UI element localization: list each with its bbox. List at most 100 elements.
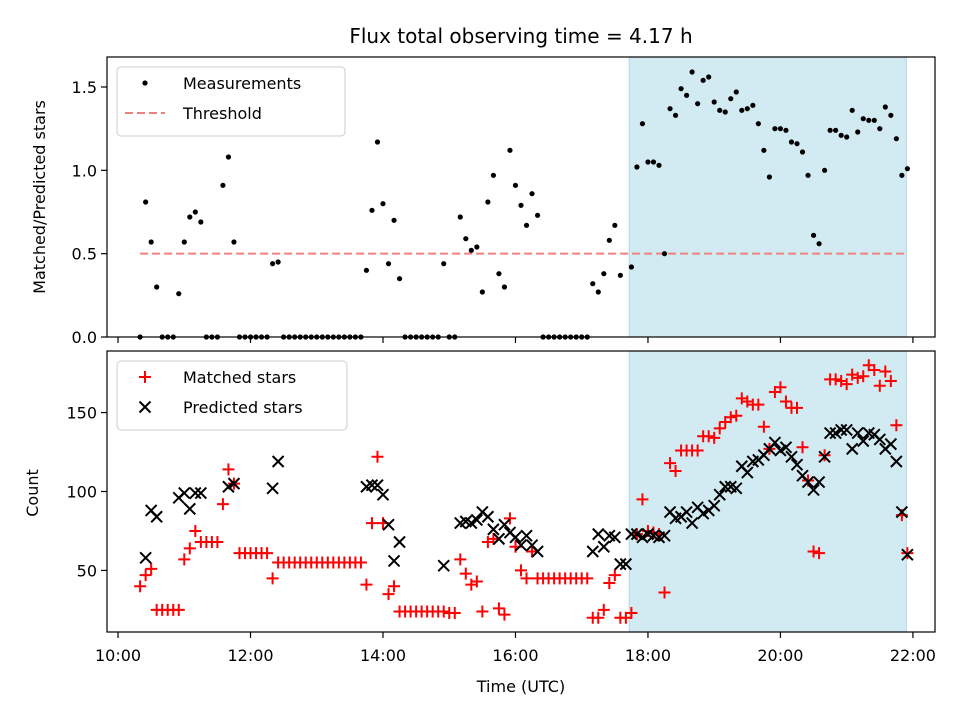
measurement-point [656,162,662,168]
measurement-point [148,239,154,245]
bottom-y-tick-label: 100 [66,483,97,502]
predicted-star-point [658,529,671,542]
top-y-tick-label: 1.0 [72,161,97,180]
matched-star-point [851,371,864,384]
predicted-star-point [597,540,611,553]
matched-star-point [172,603,185,616]
matched-star-point [526,545,539,558]
predicted-star-point [895,505,909,519]
matched-star-point [664,457,677,470]
matched-star-point [829,373,842,386]
measurement-point [601,271,607,277]
measurement-point [855,129,861,135]
top-y-tick-label: 0.5 [72,245,97,264]
measurement-point [507,147,513,153]
measurement-point [198,219,204,225]
matched-star-point [437,605,450,618]
predicted-star-point [183,502,197,516]
predicted-star-point [371,478,384,492]
matched-star-point [597,603,610,616]
predicted-star-point [619,557,633,571]
matched-star-point [868,363,881,376]
matched-star-point [503,512,516,525]
measurement-point [385,261,392,267]
predicted-star-point [393,535,406,549]
x-tick-label: 22:00 [890,646,936,665]
measurement-point [684,92,690,98]
measurement-point [606,237,612,243]
predicted-star-point [531,545,544,558]
measurement-point [391,217,397,223]
top-y-tick-label: 1.5 [72,78,97,97]
measurement-point [899,172,905,178]
predicted-star-point [520,529,533,542]
measurement-point [717,107,723,113]
top-panel: 0.0 0.5 1.0 1.5 Measurements Threshold [72,56,936,347]
matched-star-point [752,398,765,411]
matched-star-point [702,430,715,443]
predicted-star-point [840,423,853,437]
x-tick-label: 10:00 [95,646,141,665]
measurement-point [783,127,789,133]
predicted-star-point [801,475,815,489]
matched-star-point [134,580,147,593]
measurement-point [595,289,601,295]
measurement-point [700,77,706,83]
bottom-y-tick-label: 150 [66,404,97,423]
measurement-point [512,182,519,188]
predicted-star-point [382,518,395,531]
matched-star-point [498,608,511,621]
measurement-point [628,264,635,270]
predicted-star-point [768,436,782,449]
matched-star-point [581,572,594,585]
measurement-point [396,276,403,282]
measurement-point [794,141,800,147]
predicted-star-point [509,531,522,544]
matched-star-point [608,569,621,582]
measurement-point [485,199,491,205]
predicted-star-point [487,523,500,536]
matched-star-point [492,602,505,615]
measurement-point [888,112,894,118]
predicted-star-point [779,441,793,454]
matched-star-point [454,553,467,566]
top-legend-box [116,66,346,137]
x-tick-label: 16:00 [492,646,538,665]
matched-star-point [774,381,787,394]
measurement-point [534,212,541,218]
predicted-star-point [719,480,732,493]
matched-star-point [840,378,853,391]
predicted-star-point [807,483,820,497]
top-y-axis-label: Matched/Predicted stars [30,100,49,294]
measurement-point [590,281,596,287]
predicted-star-point [845,442,859,456]
predicted-star-point [498,518,511,531]
matched-star-point [890,419,903,432]
measurement-point [838,132,844,138]
measurement-point [270,261,276,267]
predicted-star-point [873,433,887,446]
matched-star-point [669,464,682,477]
matched-star-point [658,586,671,599]
measurement-point [722,109,728,115]
measurement-point [750,102,756,108]
measurement-point [860,116,866,122]
matched-star-point [807,545,820,558]
matched-star-point [211,536,224,549]
matched-star-point [382,588,395,601]
matched-star-point [459,567,472,580]
matched-star-point [730,409,743,422]
measurement-point [176,291,182,297]
matched-star-point [520,572,533,585]
matched-star-point [178,553,191,566]
measurement-point [369,207,375,213]
measurement-point [678,86,684,92]
bottom-y-tick-label: 50 [77,561,97,580]
measurement-point [728,96,734,102]
x-tick-label: 20:00 [757,646,803,665]
measurement-point [463,236,469,242]
measurement-point [766,174,773,180]
bottom-highlight-span [628,350,907,633]
x-tick-label: 12:00 [227,646,273,665]
